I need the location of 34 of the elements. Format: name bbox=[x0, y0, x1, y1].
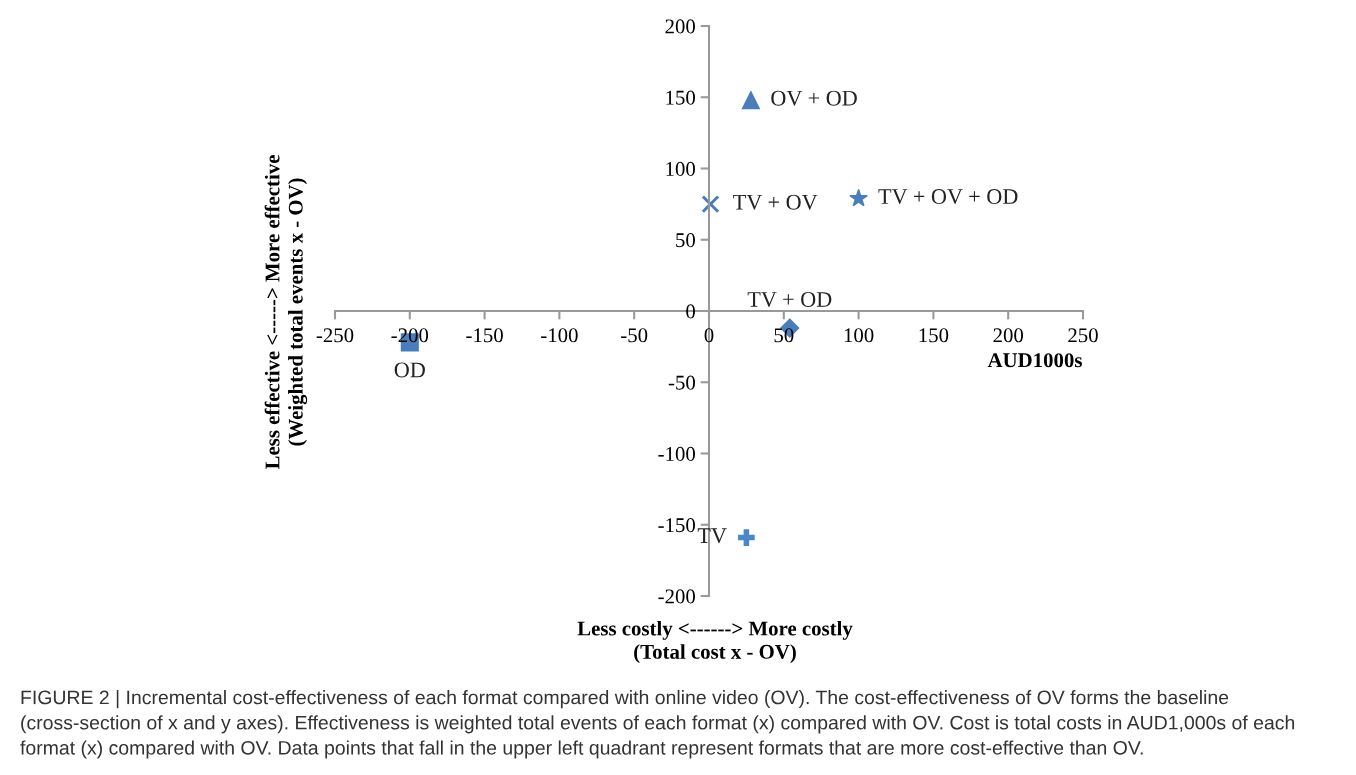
y-tick-label: -50 bbox=[668, 375, 696, 390]
x-tick-label: -250 bbox=[316, 328, 354, 343]
y-tick-label: -150 bbox=[658, 518, 696, 533]
point bbox=[738, 529, 755, 546]
point bbox=[701, 194, 720, 214]
x-axis-title: Less costly <------> More costly (Total cost x - OV) bbox=[577, 620, 853, 664]
x-tick-label: 150 bbox=[919, 328, 949, 343]
y-tick-label: 50 bbox=[676, 233, 696, 248]
series-label: OD bbox=[394, 362, 425, 378]
x-tick-label: -50 bbox=[621, 328, 648, 343]
series-label: TV bbox=[697, 528, 727, 544]
point bbox=[849, 188, 868, 207]
series-label: TV + OV bbox=[733, 194, 818, 210]
y-axis-title: Less effective <-----> More effective (Weighted total events x - OV) bbox=[264, 155, 308, 470]
y-tick-label: 100 bbox=[666, 161, 696, 176]
series-label: TV + OD bbox=[747, 291, 832, 308]
x-tick-label: 200 bbox=[993, 328, 1024, 343]
x-tick-label: 50 bbox=[774, 328, 794, 343]
y-tick-label: 0 bbox=[686, 304, 696, 319]
series-label: TV + OV + OD bbox=[878, 189, 1018, 205]
y-tick-label: 150 bbox=[666, 90, 696, 105]
point bbox=[741, 91, 760, 110]
x-tick-label: 250 bbox=[1068, 328, 1098, 343]
x-tick-label: 0 bbox=[704, 328, 714, 343]
annotation: AUD1000s bbox=[987, 353, 1082, 368]
x-tick-label: -200 bbox=[391, 328, 429, 343]
y-tick-label: -200 bbox=[658, 589, 696, 604]
caption: FIGURE 2 | Incremental cost-effectiveness of each format compared with online video (OV). The cost-effectiveness of OV forms the baseline (cross-section of x and y axes). Effectiveness is weighted total events of each format (x) compared with OV. Cost is total costs in AUD1,000s of each format (x) compared with OV. Data points that fall in the upper left quadrant represent formats that are more cost-effective than OV. bbox=[20, 690, 1295, 759]
y-tick-label: -100 bbox=[658, 446, 696, 461]
x-tick-label: -100 bbox=[541, 328, 578, 343]
x-tick-label: -150 bbox=[466, 328, 503, 343]
x-tick-label: 100 bbox=[844, 328, 874, 343]
y-tick-label: 200 bbox=[665, 19, 696, 34]
series-label: OV + OD bbox=[771, 90, 857, 106]
